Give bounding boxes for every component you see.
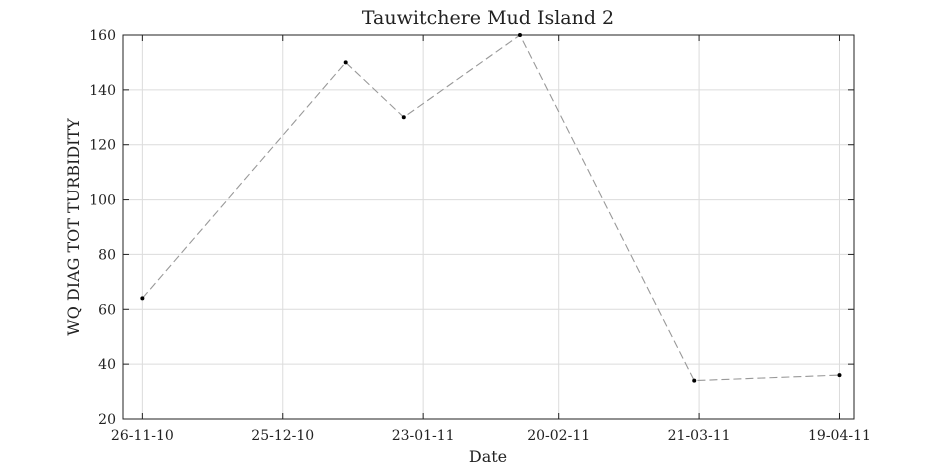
data-point	[343, 60, 348, 65]
y-tick-label: 140	[89, 83, 116, 99]
chart-title: Tauwitchere Mud Island 2	[362, 7, 614, 29]
y-axis-label: WQ DIAG TOT TURBIDITY	[64, 118, 83, 336]
y-tick-label: 100	[89, 193, 116, 209]
x-tick-label: 19-04-11	[808, 428, 871, 444]
x-tick-label: 20-02-11	[527, 428, 590, 444]
grid	[123, 34, 854, 420]
x-tick-label: 23-01-11	[392, 428, 455, 444]
y-tick-label: 160	[89, 28, 116, 44]
data-point	[401, 115, 406, 120]
x-axis-label: Date	[469, 447, 507, 466]
data-point	[837, 373, 842, 378]
x-tick-label: 21-03-11	[668, 428, 731, 444]
data-point	[517, 33, 522, 37]
y-tick-label: 40	[98, 357, 116, 373]
y-tick-label: 60	[98, 302, 116, 318]
x-tick-label: 26-11-10	[111, 428, 174, 444]
x-tick-label: 25-12-10	[251, 428, 314, 444]
y-tick-label: 80	[98, 247, 116, 263]
series-line	[141, 34, 840, 382]
data-point	[692, 378, 697, 383]
plot-frame	[122, 34, 855, 420]
y-tick-label: 20	[98, 412, 116, 428]
y-tick-label: 120	[89, 138, 116, 154]
axis-ticks: 26-11-10 25-12-10 23-01-11 20-02-11 21-03-11…	[89, 28, 871, 444]
series	[140, 33, 842, 383]
data-point	[140, 296, 145, 301]
